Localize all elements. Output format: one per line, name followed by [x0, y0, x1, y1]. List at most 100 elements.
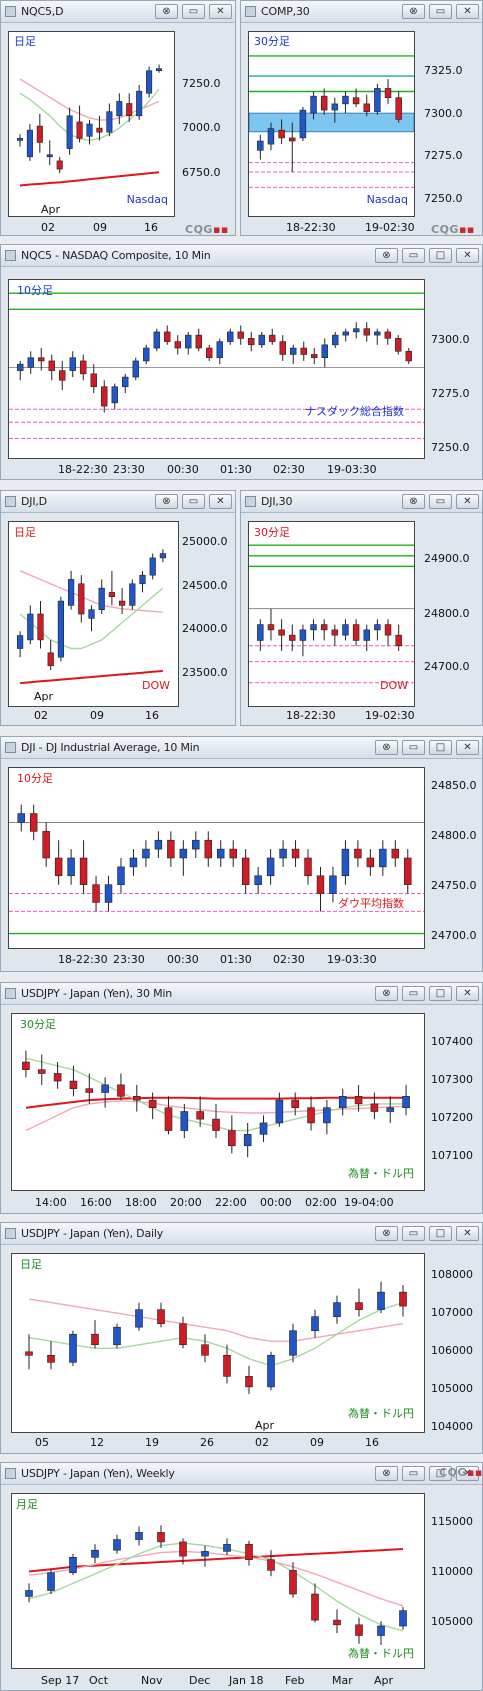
candle-body: [42, 831, 50, 859]
window-icon: [5, 6, 16, 17]
window-title: USDJPY - Japan (Yen), 30 Min: [21, 987, 172, 1000]
y-tick-label: 107000: [431, 1306, 473, 1319]
window-title: DJI - DJ Industrial Average, 10 Min: [21, 741, 200, 754]
link-icon[interactable]: ⊗: [375, 248, 398, 263]
close-icon[interactable]: ✕: [209, 4, 232, 19]
close-icon[interactable]: ✕: [456, 986, 479, 1001]
instrument-label: 為替・ドル円: [348, 1167, 414, 1180]
link-icon[interactable]: ⊗: [375, 986, 398, 1001]
window-titlebar[interactable]: DJI,30 ⊗ ▭ ✕: [241, 491, 482, 513]
plot-area[interactable]: 30分足 DOW: [248, 521, 415, 707]
plot-area[interactable]: 日足 為替・ドル円: [11, 1253, 425, 1433]
restore-icon[interactable]: □: [429, 986, 452, 1001]
link-icon[interactable]: ⊗: [375, 740, 398, 755]
candle-body: [204, 839, 212, 859]
plot-area[interactable]: 10分足 ダウ平均指数: [8, 767, 425, 949]
candle-body: [267, 624, 275, 631]
candle-body: [17, 363, 24, 371]
candle-body: [331, 103, 339, 111]
candle-body: [90, 373, 97, 388]
y-tick-label: 23500.0: [182, 666, 228, 679]
candle-body: [329, 875, 337, 894]
chart-window-dji-daily: DJI,D ⊗ ▭ ✕ 日足 DOW 25000.0 24500.0 24000.0…: [0, 490, 236, 726]
close-icon[interactable]: ✕: [456, 494, 479, 509]
window-titlebar[interactable]: USDJPY - Japan (Yen), 30 Min ⊗ ▭ □ ✕: [1, 983, 482, 1005]
x-tick-label: 16: [144, 221, 158, 234]
minimize-icon[interactable]: ▭: [402, 986, 425, 1001]
period-label: 10分足: [17, 772, 53, 785]
window-titlebar[interactable]: USDJPY - Japan (Yen), Daily ⊗ ▭ □ ✕: [1, 1223, 482, 1245]
close-icon[interactable]: ✕: [456, 4, 479, 19]
x-tick-label: 19-02:30: [365, 709, 415, 722]
plot-area[interactable]: 30分足 為替・ドル円: [11, 1013, 425, 1191]
link-icon[interactable]: ⊗: [375, 1466, 398, 1481]
close-icon[interactable]: ✕: [456, 248, 479, 263]
candle-body: [132, 360, 139, 378]
minimize-icon[interactable]: ▭: [182, 4, 205, 19]
minimize-icon[interactable]: ▭: [429, 4, 452, 19]
x-sub-label: Apr: [255, 1419, 275, 1432]
restore-icon[interactable]: □: [429, 1466, 452, 1481]
candle-body: [79, 857, 88, 885]
window-titlebar[interactable]: DJI - DJ Industrial Average, 10 Min ⊗ ▭ □ ✕: [1, 737, 482, 759]
plot-area[interactable]: 月足 為替・ドル円: [11, 1493, 425, 1669]
period-label: 30分足: [20, 1018, 56, 1031]
window-icon: [245, 496, 256, 507]
close-icon[interactable]: ✕: [209, 494, 232, 509]
window-title: DJI,30: [261, 495, 293, 508]
candle-body: [241, 857, 250, 885]
window-titlebar[interactable]: NQC5,D ⊗ ▭ ✕: [1, 1, 235, 23]
candle-body: [269, 334, 276, 342]
close-icon[interactable]: ✕: [456, 740, 479, 755]
window-titlebar[interactable]: USDJPY - Japan (Yen), Weekly ⊗ ▭ □ ✕: [1, 1463, 482, 1485]
candle-body: [266, 857, 275, 877]
link-icon[interactable]: ⊗: [402, 4, 425, 19]
candle-body: [404, 857, 412, 885]
candle-body: [46, 154, 53, 158]
candle-body: [143, 347, 150, 362]
window-titlebar[interactable]: COMP,30 ⊗ ▭ ✕: [241, 1, 482, 23]
link-icon[interactable]: ⊗: [375, 1226, 398, 1241]
minimize-icon[interactable]: ▭: [402, 248, 425, 263]
minimize-icon[interactable]: ▭: [402, 1466, 425, 1481]
plot-area[interactable]: 日足 DOW: [8, 521, 179, 707]
link-icon[interactable]: ⊗: [402, 494, 425, 509]
x-tick-label: 09: [90, 709, 104, 722]
link-icon[interactable]: ⊗: [155, 4, 178, 19]
restore-icon[interactable]: □: [429, 248, 452, 263]
minimize-icon[interactable]: ▭: [402, 740, 425, 755]
cqg-logo: CQG▪▪: [439, 1466, 483, 1479]
restore-icon[interactable]: □: [429, 1226, 452, 1241]
window-icon: [5, 742, 16, 753]
period-label: 30分足: [254, 526, 290, 539]
minimize-icon[interactable]: ▭: [182, 494, 205, 509]
candle-body: [355, 1302, 363, 1310]
close-icon[interactable]: ✕: [456, 1226, 479, 1241]
y-tick-label: 7300.0: [424, 107, 463, 120]
window-title: COMP,30: [261, 5, 310, 18]
restore-icon[interactable]: □: [429, 740, 452, 755]
window-titlebar[interactable]: NQC5 - NASDAQ Composite, 10 Min ⊗ ▭ □ ✕: [1, 245, 482, 267]
candle-body: [227, 331, 234, 342]
window-title: NQC5 - NASDAQ Composite, 10 Min: [21, 249, 211, 262]
link-icon[interactable]: ⊗: [155, 494, 178, 509]
close-icon[interactable]: ✕: [456, 1466, 479, 1481]
candle-body: [310, 95, 317, 114]
plot-area[interactable]: 30分足 Nasdaq: [248, 31, 415, 217]
x-tick-label: 00:30: [167, 463, 199, 476]
candle-body: [129, 857, 138, 868]
plot-area[interactable]: 10分足 ナスダック総合指数: [8, 279, 425, 459]
candle-body: [374, 331, 381, 336]
candle-body: [342, 331, 349, 336]
minimize-icon[interactable]: ▭: [402, 1226, 425, 1241]
candle-body: [126, 103, 133, 117]
y-tick-label: 24850.0: [431, 779, 477, 792]
moving-average-line: [19, 78, 160, 121]
candle-body: [354, 848, 362, 859]
y-tick-label: 7250.0: [182, 77, 221, 90]
window-titlebar[interactable]: DJI,D ⊗ ▭ ✕: [1, 491, 235, 513]
candle-body: [36, 125, 43, 143]
minimize-icon[interactable]: ▭: [429, 494, 452, 509]
plot-area[interactable]: 日足 Nasdaq: [8, 31, 175, 217]
chart-window-nqc5-10min: NQC5 - NASDAQ Composite, 10 Min ⊗ ▭ □ ✕ 10分…: [0, 244, 483, 480]
